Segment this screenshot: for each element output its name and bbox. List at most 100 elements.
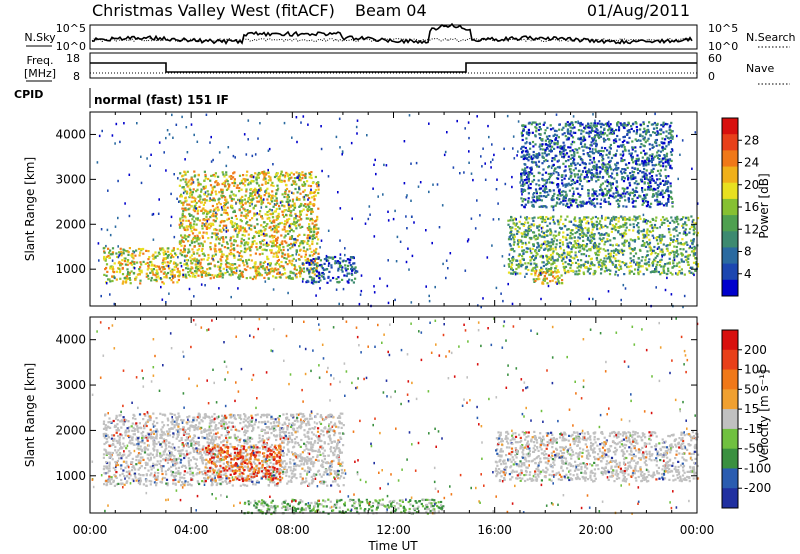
- data-cell: [596, 247, 599, 250]
- data-cell: [313, 225, 316, 228]
- data-cell: [617, 217, 620, 220]
- speckle-cell: [220, 206, 223, 209]
- data-cell: [307, 228, 310, 232]
- data-cell: [557, 183, 560, 186]
- data-cell: [221, 182, 224, 186]
- data-cell: [259, 229, 262, 232]
- data-cell: [673, 256, 676, 259]
- data-cell: [230, 216, 233, 219]
- data-cell: [558, 146, 562, 149]
- data-cell: [240, 205, 243, 208]
- data-cell: [314, 257, 318, 260]
- data-cell: [217, 183, 221, 186]
- speckle-cell: [585, 170, 587, 173]
- data-cell: [221, 188, 224, 191]
- data-cell: [655, 236, 658, 240]
- data-cell: [646, 250, 649, 253]
- data-cell: [195, 237, 198, 240]
- data-cell: [344, 264, 347, 267]
- data-cell: [549, 174, 552, 178]
- data-cell: [203, 179, 206, 182]
- data-cell: [248, 224, 251, 227]
- data-cell: [564, 261, 567, 264]
- data-cell: [125, 250, 128, 253]
- data-cell: [681, 238, 684, 241]
- data-cell: [610, 249, 613, 253]
- data-cell: [192, 215, 195, 218]
- data-cell: [254, 213, 257, 216]
- data-cell: [238, 174, 242, 177]
- data-cell: [532, 243, 535, 246]
- speckle-cell: [601, 214, 603, 218]
- data-cell: [261, 183, 264, 186]
- data-cell: [575, 270, 578, 273]
- data-cell: [650, 169, 653, 172]
- data-cell: [222, 173, 225, 176]
- data-cell: [242, 174, 245, 177]
- data-cell: [567, 269, 570, 272]
- data-cell: [579, 200, 582, 203]
- data-cell: [195, 240, 198, 243]
- data-cell: [654, 252, 657, 255]
- data-cell: [516, 229, 519, 233]
- data-cell: [657, 133, 660, 136]
- data-cell: [274, 195, 277, 198]
- data-cell: [291, 263, 294, 267]
- data-cell: [263, 248, 266, 251]
- data-cell: [284, 272, 287, 275]
- data-cell: [202, 198, 205, 201]
- data-cell: [677, 223, 680, 226]
- data-cell: [574, 224, 577, 227]
- data-cell: [559, 153, 562, 156]
- data-cell: [602, 175, 605, 179]
- data-cell: [649, 246, 652, 249]
- data-cell: [523, 230, 526, 234]
- speckle-cell: [472, 178, 474, 182]
- data-cell: [643, 194, 646, 197]
- data-cell: [207, 211, 210, 215]
- data-cell: [249, 276, 252, 279]
- data-cell: [161, 281, 164, 284]
- data-cell: [561, 133, 564, 136]
- data-cell: [250, 200, 253, 203]
- data-cell: [661, 193, 664, 196]
- data-cell: [304, 205, 307, 208]
- data-cell: [588, 200, 591, 203]
- data-cell: [534, 126, 537, 129]
- data-cell: [597, 249, 600, 252]
- data-cell: [242, 207, 245, 210]
- data-cell: [570, 154, 573, 157]
- data-cell: [564, 225, 567, 228]
- data-cell: [571, 194, 574, 198]
- data-cell: [563, 170, 566, 173]
- data-cell: [246, 214, 249, 217]
- data-cell: [169, 260, 172, 263]
- data-cell: [532, 231, 535, 234]
- data-cell: [582, 200, 585, 203]
- data-cell: [117, 267, 120, 270]
- data-cell: [659, 150, 663, 153]
- data-cell: [162, 272, 165, 275]
- data-cell: [640, 259, 643, 262]
- data-cell: [241, 255, 244, 258]
- data-cell: [189, 195, 192, 198]
- data-cell: [581, 231, 584, 234]
- data-cell: [184, 273, 187, 276]
- data-cell: [623, 232, 626, 235]
- data-cell: [544, 220, 547, 224]
- data-cell: [207, 193, 210, 196]
- data-cell: [587, 146, 590, 150]
- data-cell: [588, 234, 592, 237]
- data-cell: [563, 269, 566, 272]
- data-cell: [566, 233, 569, 236]
- data-cell: [352, 281, 355, 284]
- speckle-cell: [163, 151, 165, 154]
- data-cell: [628, 136, 631, 139]
- data-cell: [642, 228, 645, 231]
- data-cell: [253, 275, 256, 278]
- data-cell: [606, 173, 609, 176]
- data-cell: [286, 219, 289, 222]
- data-cell: [257, 232, 260, 235]
- data-cell: [520, 239, 523, 242]
- data-cell: [577, 228, 580, 232]
